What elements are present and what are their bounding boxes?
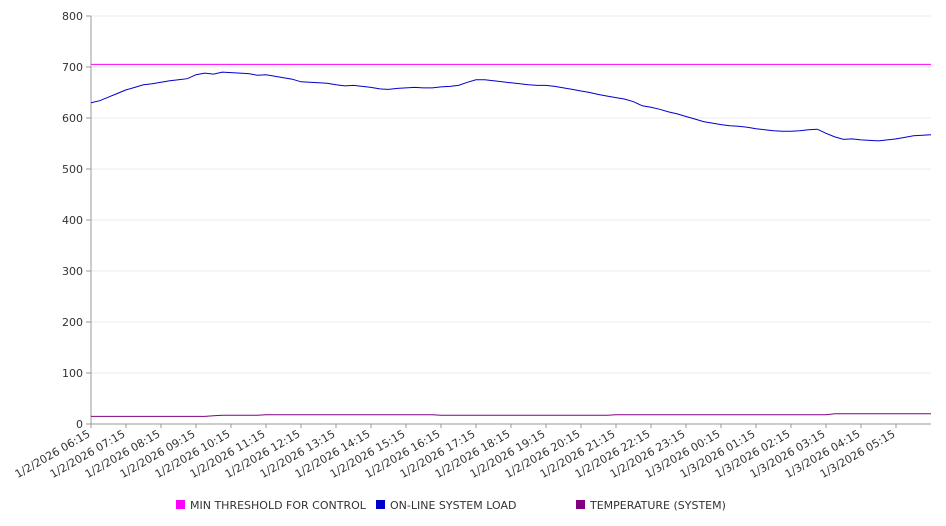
y-axis: 0 100 200 300 400 500 600 700 800 [62,10,92,431]
legend-swatch [376,500,385,509]
y-tick-label: 400 [62,214,83,227]
y-tick-label: 500 [62,163,83,176]
legend-swatch [576,500,585,509]
y-tick-label: 800 [62,10,83,23]
legend-item: TEMPERATURE (SYSTEM) [576,499,726,512]
legend-item: MIN THRESHOLD FOR CONTROL [176,499,367,512]
x-axis: 1/2/2026 06:151/2/2026 07:151/2/2026 08:… [13,423,931,481]
y-tick-label: 0 [76,418,83,431]
y-tick-label: 600 [62,112,83,125]
legend-swatch [176,500,185,509]
series-line-2 [91,413,931,417]
legend-label: TEMPERATURE (SYSTEM) [589,499,726,512]
legend-label: ON-LINE SYSTEM LOAD [390,499,516,512]
legend-item: ON-LINE SYSTEM LOAD [376,499,516,512]
y-tick-label: 300 [62,265,83,278]
legend-label: MIN THRESHOLD FOR CONTROL [190,499,367,512]
y-tick-label: 700 [62,61,83,74]
grid-lines [91,15,931,425]
legend: MIN THRESHOLD FOR CONTROL ON-LINE SYSTEM … [176,499,726,512]
series-line-1 [90,71,932,142]
y-tick-label: 200 [62,316,83,329]
y-tick-label: 100 [62,367,83,380]
series-lines [90,63,932,417]
